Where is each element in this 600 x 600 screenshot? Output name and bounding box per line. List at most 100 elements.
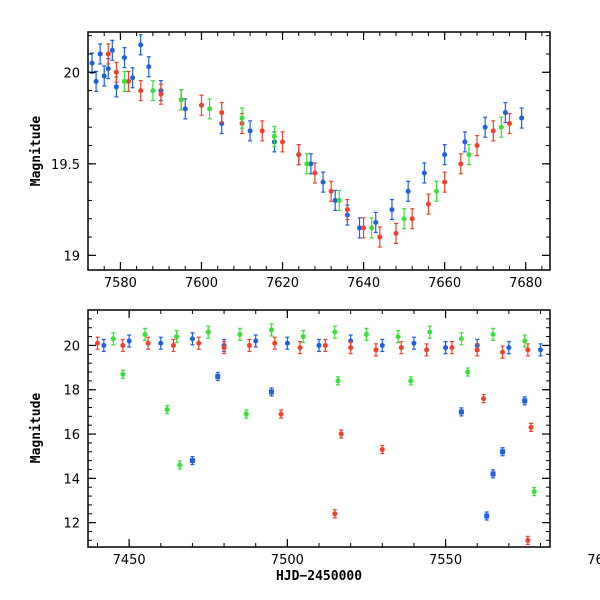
data-point: [322, 338, 328, 353]
data-point: [297, 341, 303, 355]
data-point: [332, 189, 338, 212]
data-point: [312, 162, 318, 184]
data-point: [338, 429, 344, 439]
data-point: [126, 70, 132, 93]
data-point: [113, 61, 119, 83]
data-point: [498, 116, 504, 138]
data-point: [442, 144, 448, 166]
data-point: [332, 509, 338, 519]
data-point: [401, 208, 407, 230]
data-point: [411, 336, 417, 350]
data-point: [189, 332, 195, 346]
data-point: [221, 341, 227, 355]
data-point: [178, 89, 184, 111]
data-point: [296, 144, 302, 166]
data-point: [93, 70, 99, 93]
data-point: [506, 341, 512, 355]
data-point: [522, 396, 528, 406]
data-point: [316, 338, 322, 353]
data-point: [284, 336, 290, 350]
data-point: [196, 336, 202, 350]
data-point: [528, 422, 534, 432]
data-point: [89, 52, 95, 74]
data-point: [465, 367, 471, 377]
data-point: [443, 341, 449, 355]
data-point: [269, 323, 275, 337]
data-point: [348, 341, 354, 355]
data-point: [105, 43, 111, 65]
y-tick-label: 14: [63, 472, 80, 487]
data-point: [247, 120, 253, 142]
bottom-panel-ticks: [88, 309, 550, 547]
y-tick-label: 18: [63, 384, 80, 399]
data-point: [246, 338, 252, 353]
top-panel-ticks: [87, 32, 550, 270]
data-point: [576, 348, 581, 360]
data-point: [482, 116, 488, 138]
data-point: [182, 98, 188, 120]
data-point: [215, 371, 221, 382]
top-panel-data: [89, 34, 525, 248]
data-point: [369, 217, 375, 239]
x-tick-label: 7680: [509, 276, 542, 291]
data-point: [434, 180, 440, 202]
data-point: [278, 409, 284, 419]
data-point: [120, 338, 126, 353]
data-point: [500, 345, 506, 359]
data-point: [466, 144, 472, 166]
data-point: [458, 332, 464, 346]
bottom-y-axis-title: Magnitude: [29, 393, 44, 464]
data-point: [427, 325, 433, 339]
data-point: [271, 125, 277, 147]
data-point: [121, 70, 127, 93]
data-point: [142, 327, 148, 341]
x-tick-label: 7660: [428, 276, 461, 291]
bottom-panel-data: [94, 323, 590, 545]
data-point: [551, 346, 556, 358]
data-point: [170, 338, 176, 353]
x-tick-label: 7500: [271, 553, 304, 568]
data-point: [363, 327, 369, 341]
data-point: [490, 120, 496, 142]
data-point: [109, 39, 115, 61]
data-point: [174, 329, 180, 344]
data-point: [94, 336, 100, 350]
data-point: [344, 198, 350, 221]
data-point: [145, 336, 151, 350]
x-tick-label: 7640: [347, 276, 380, 291]
data-point: [138, 34, 144, 56]
data-point: [304, 153, 310, 175]
bottom-panel-tick-labels: 745075007550760076501214161820: [63, 339, 600, 568]
data-point: [138, 79, 144, 102]
data-point: [554, 331, 559, 343]
data-point: [570, 348, 575, 360]
data-point: [522, 334, 528, 348]
data-point: [442, 171, 448, 193]
x-tick-label: 7620: [266, 276, 299, 291]
data-point: [336, 189, 342, 212]
data-point: [239, 107, 245, 129]
data-point: [379, 444, 385, 455]
data-point: [101, 338, 107, 353]
data-point: [328, 180, 334, 202]
data-point: [421, 162, 427, 184]
data-point: [146, 56, 152, 78]
data-point: [158, 83, 164, 105]
data-point: [458, 407, 464, 417]
data-point: [425, 193, 431, 215]
data-point: [525, 535, 531, 545]
data-point: [198, 94, 204, 116]
data-point: [502, 101, 508, 124]
data-point: [280, 131, 286, 153]
data-point: [551, 412, 556, 420]
bottom-panel: 745075007550760076501214161820 Magnitude…: [29, 309, 600, 584]
x-tick-label: 7550: [429, 553, 462, 568]
data-point: [357, 217, 363, 239]
top-panel-frame: [87, 31, 551, 271]
data-point: [458, 153, 464, 175]
top-y-axis-title: Magnitude: [29, 116, 44, 187]
data-point: [490, 327, 496, 341]
data-point: [585, 326, 590, 338]
data-point: [481, 393, 487, 404]
